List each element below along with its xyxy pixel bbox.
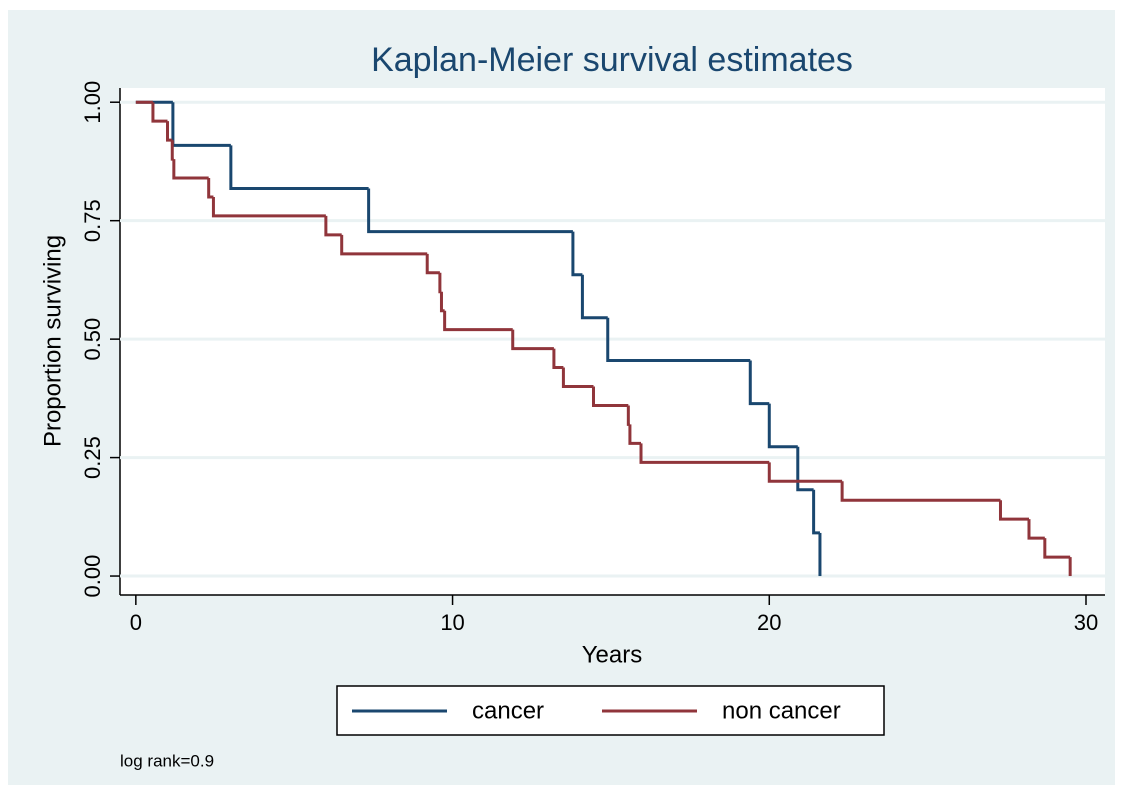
survival-step — [606, 317, 751, 362]
plot-area — [120, 88, 1105, 595]
survival-step — [207, 178, 214, 199]
survival-step — [170, 140, 174, 161]
x-tick-label: 20 — [757, 610, 781, 635]
survival-step — [840, 481, 1001, 502]
survival-step — [172, 159, 209, 180]
y-tick-label: 0.25 — [80, 436, 105, 479]
survival-step — [628, 424, 642, 445]
survival-step — [367, 188, 573, 234]
survival-step — [591, 386, 629, 407]
survival-step — [796, 446, 814, 492]
y-tick-label: 0.75 — [80, 199, 105, 242]
note: log rank=0.9 — [120, 751, 214, 770]
survival-step — [998, 500, 1029, 521]
survival-step — [626, 405, 630, 426]
y-axis-title: Proportion surviving — [39, 235, 66, 447]
survival-step — [571, 231, 583, 277]
y-tick-label: 0.00 — [80, 555, 105, 598]
survival-step — [166, 121, 173, 142]
chart-title: Kaplan-Meier survival estimates — [371, 41, 853, 79]
x-tick-label: 0 — [130, 610, 142, 635]
survival-step — [151, 102, 168, 123]
x-tick-label: 10 — [440, 610, 464, 635]
survival-step — [438, 272, 442, 294]
legend-label: non cancer — [722, 697, 841, 724]
legend-label: cancer — [472, 697, 544, 724]
survival-step — [580, 274, 608, 320]
survival-step — [1027, 519, 1045, 540]
survival-step — [767, 462, 843, 483]
survival-step — [229, 145, 369, 190]
survival-step — [425, 253, 440, 275]
survival-step — [767, 403, 798, 449]
survival-step — [748, 360, 770, 406]
x-axis-title: Years — [582, 641, 643, 668]
survival-step — [812, 489, 820, 535]
survival-step — [1043, 538, 1071, 559]
y-tick-label: 1.00 — [80, 81, 105, 124]
survival-step — [561, 367, 594, 389]
survival-step — [211, 196, 326, 218]
y-tick-label: 0.50 — [80, 318, 105, 361]
survival-step — [552, 348, 564, 370]
survival-step — [443, 310, 513, 332]
survival-step — [639, 443, 770, 464]
survival-step — [340, 234, 428, 256]
x-tick-label: 30 — [1074, 610, 1098, 635]
survival-step — [324, 215, 342, 237]
survival-step — [511, 329, 554, 351]
